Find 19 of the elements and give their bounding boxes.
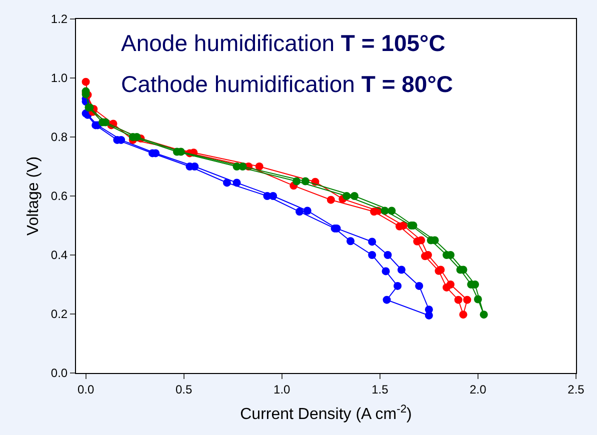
annotation: T = 105°C [340, 30, 446, 56]
x-tick-label: 1.5 [372, 382, 389, 396]
x-tick-label: 1.0 [274, 382, 291, 396]
x-tick-label: 2.5 [568, 382, 585, 396]
annotation: T = 80°C [361, 71, 454, 97]
y-tick-label: 1.0 [50, 71, 68, 86]
y-tick-label: 0.0 [50, 366, 68, 380]
y-tick-label: 1.2 [50, 12, 68, 26]
y-tick-label: 0.6 [50, 189, 68, 204]
x-axis-title: Current Density (A cm$^{-2}$) [240, 403, 412, 424]
y-axis-title: Voltage (V) [24, 156, 42, 236]
annotation: Anode humidification [121, 30, 335, 56]
annotation: Cathode humidification [121, 71, 355, 97]
y-tick-label: 0.8 [50, 130, 68, 144]
x-tick-label: 2.0 [470, 382, 487, 396]
y-tick-label: 0.4 [50, 248, 68, 262]
y-tick-label: 0.2 [50, 307, 68, 322]
x-tick-label: 0.5 [175, 382, 193, 396]
x-tick-label: 0.0 [77, 382, 94, 396]
